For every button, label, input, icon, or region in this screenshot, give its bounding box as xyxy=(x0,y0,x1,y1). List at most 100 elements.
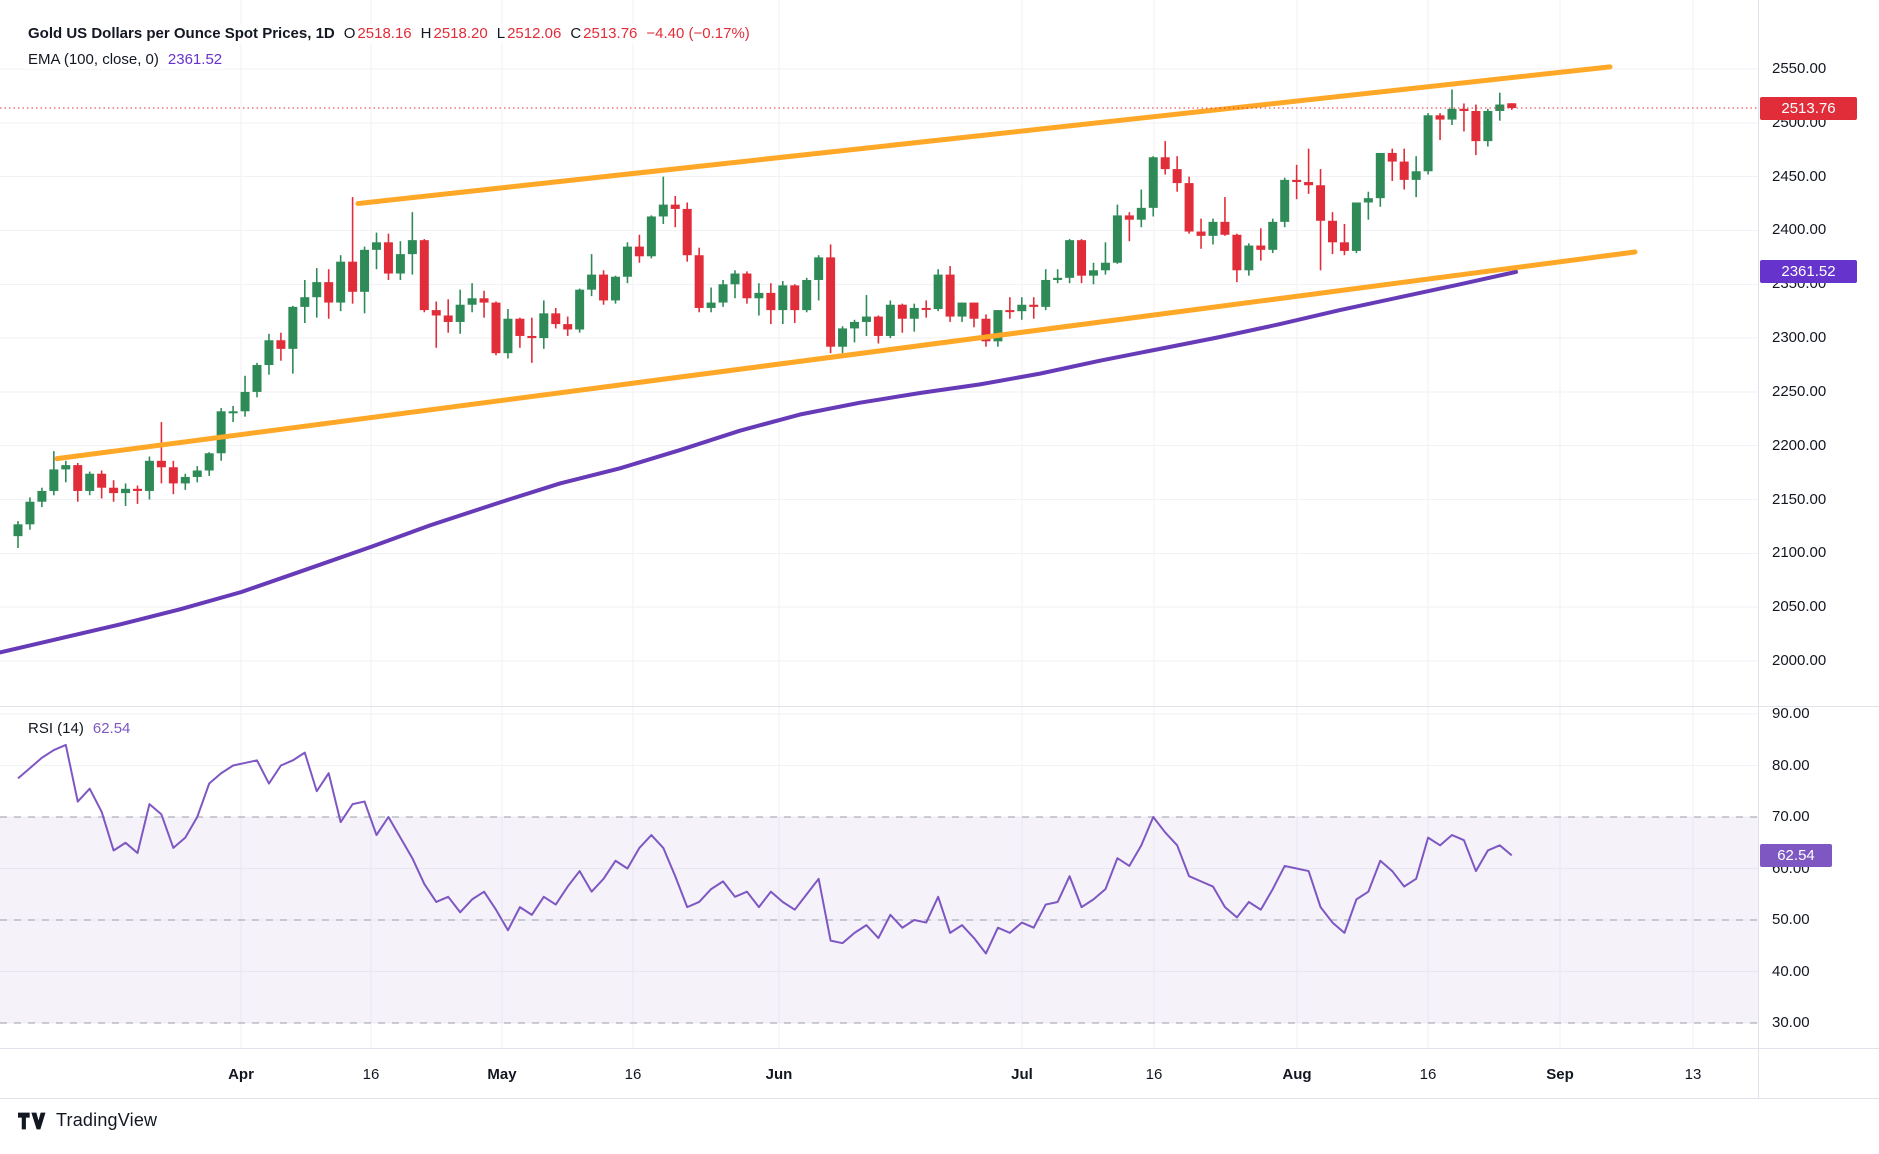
time-tick-label: Jul xyxy=(1011,1066,1033,1083)
ema-value: 2361.52 xyxy=(167,51,223,68)
candle-body xyxy=(1220,221,1230,235)
candle-body xyxy=(587,274,597,290)
ema-line xyxy=(0,269,1518,655)
price-tick-label: 2550.00 xyxy=(1772,60,1827,77)
candle-body xyxy=(718,284,728,303)
time-axis-bottom-border xyxy=(0,1098,1879,1099)
candle-body xyxy=(168,467,178,484)
symbol-title[interactable]: Gold US Dollars per Ounce Spot Prices, 1… xyxy=(28,25,335,42)
time-tick-label: Apr xyxy=(228,1066,254,1083)
candle-body xyxy=(156,460,166,468)
candle-body xyxy=(897,304,907,319)
footer: TradingView xyxy=(18,1110,157,1131)
price-tick-label: 2400.00 xyxy=(1772,221,1827,239)
open-label: O xyxy=(343,25,356,42)
trendline xyxy=(54,249,1638,462)
candle-body xyxy=(1005,310,1015,313)
price-tick-label: 2450.00 xyxy=(1772,167,1827,185)
candle-body xyxy=(706,302,716,308)
candle-body xyxy=(216,411,226,454)
ema-indicator-title[interactable]: EMA (100, close, 0) xyxy=(28,51,159,68)
candle-body xyxy=(1196,231,1206,236)
candle-body xyxy=(133,488,142,491)
candle-body xyxy=(467,298,477,305)
candle-body xyxy=(730,273,740,285)
candle-body xyxy=(527,335,537,339)
candle-body xyxy=(539,313,549,339)
candle-body xyxy=(37,490,47,502)
ema-legend-row: EMA (100, close, 0) 2361.52 xyxy=(24,50,227,69)
candle-body xyxy=(1089,270,1098,276)
candle-body xyxy=(790,285,800,311)
candle-body xyxy=(1447,108,1457,120)
candle-body xyxy=(1136,207,1146,220)
candle-body xyxy=(873,316,883,336)
candle-body xyxy=(909,307,919,319)
candle-body xyxy=(682,208,692,256)
candle-body xyxy=(192,470,202,477)
candle-body xyxy=(1399,161,1409,180)
candle-body xyxy=(372,242,381,250)
candle-body xyxy=(658,204,668,217)
candle-body xyxy=(1029,304,1039,307)
time-tick-label: 16 xyxy=(1419,1066,1437,1083)
candle-body xyxy=(49,469,59,491)
candle-body xyxy=(1172,169,1182,184)
candle-body xyxy=(1017,304,1027,312)
candle-body xyxy=(61,465,71,470)
time-tick-label: Aug xyxy=(1282,1066,1312,1083)
change-value: −4.40 (−0.17%) xyxy=(646,25,750,42)
candle-body xyxy=(1077,240,1087,276)
candle-body xyxy=(431,310,441,316)
candle-body xyxy=(670,204,680,209)
price-tick-label: 2300.00 xyxy=(1772,329,1827,347)
candle-body xyxy=(276,340,286,349)
candle-body xyxy=(1507,103,1517,109)
candle-body xyxy=(13,524,23,537)
low-value: 2512.06 xyxy=(507,25,562,42)
rsi-tick-label: 40.00 xyxy=(1772,962,1810,980)
candle-body xyxy=(826,257,836,347)
candle-body xyxy=(742,273,752,299)
rsi-indicator-title[interactable]: RSI (14) xyxy=(28,720,84,737)
price-tick-label: 2100.00 xyxy=(1772,544,1827,562)
candle-body xyxy=(1328,220,1337,243)
candle-body xyxy=(1184,183,1194,232)
candle-body xyxy=(336,261,346,303)
high-value: 2518.20 xyxy=(433,25,488,42)
candle-body xyxy=(348,261,358,292)
time-tick-label: Jun xyxy=(765,1066,793,1083)
candle-body xyxy=(754,292,764,299)
candle-body xyxy=(515,318,525,336)
candle-body xyxy=(1423,115,1433,172)
candle-body xyxy=(1280,179,1290,222)
candle-body xyxy=(778,285,788,311)
candle-body xyxy=(204,453,214,471)
candle-body xyxy=(861,316,871,322)
candle-body xyxy=(288,306,298,349)
candle-body xyxy=(395,254,405,274)
candle-body xyxy=(622,246,632,277)
candle-body xyxy=(324,282,334,303)
ohlc-open: O 2518.16 xyxy=(344,25,412,42)
rsi-tick-label: 80.00 xyxy=(1772,756,1810,774)
candle-body xyxy=(1459,108,1469,111)
candle-body xyxy=(491,302,501,354)
candle-body xyxy=(766,292,776,311)
candle-body xyxy=(1065,240,1075,278)
candle-body xyxy=(575,289,585,330)
close-value: 2513.76 xyxy=(583,25,638,42)
candle-body xyxy=(694,255,704,308)
candle-body xyxy=(97,473,107,488)
candle-body xyxy=(1124,215,1134,220)
tradingview-brand-text[interactable]: TradingView xyxy=(56,1110,158,1130)
tradingview-logo-icon[interactable] xyxy=(18,1112,48,1130)
pane-separator[interactable] xyxy=(0,706,1879,707)
candle-body xyxy=(611,276,620,301)
candle-body xyxy=(383,242,393,274)
candle-body xyxy=(814,257,824,280)
candle-body xyxy=(1363,198,1373,203)
high-label: H xyxy=(420,25,432,42)
